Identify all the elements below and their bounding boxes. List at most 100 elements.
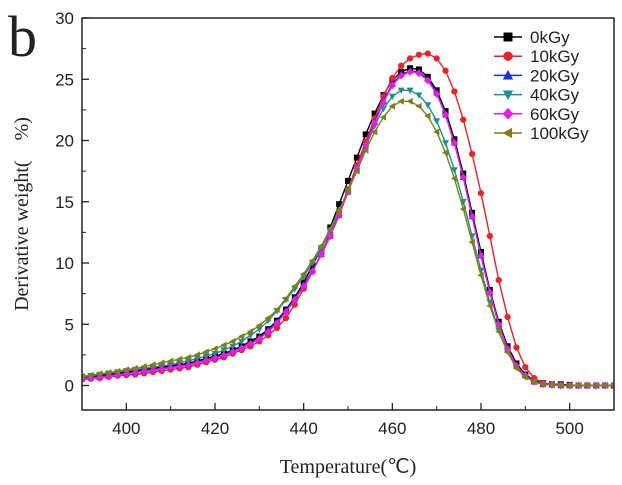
data-point [441,110,450,119]
data-point [379,98,388,107]
data-point [158,365,166,373]
data-point [167,363,175,372]
data-point [371,119,379,128]
data-point [175,355,183,363]
data-point [397,87,405,94]
data-point [211,345,218,353]
y-tick-label: 10 [55,254,74,273]
legend-label: 60kGy [530,105,580,124]
x-axis-title: Temperature(℃) [280,456,417,478]
data-point [495,277,502,284]
data-point [175,362,184,371]
data-point [601,382,608,389]
data-point [477,190,485,197]
data-point [415,102,422,110]
data-point [264,314,271,322]
data-point [158,359,165,367]
data-point [317,250,325,259]
legend-label: 40kGy [530,86,580,105]
data-point [504,344,512,353]
legend-marker [503,51,513,61]
legend-item: 20kGy [494,66,580,85]
data-point [317,242,325,250]
data-point [184,361,192,370]
legend-label: 0kGy [530,28,570,47]
x-tick-label: 480 [467,419,495,438]
data-point [149,366,157,375]
series-layer [82,50,614,390]
legend-marker [502,90,514,100]
data-point [326,225,333,233]
data-point [282,295,289,302]
data-point [105,372,113,381]
data-point [96,370,103,378]
data-point [495,328,502,336]
data-point [87,371,94,379]
data-point [308,257,316,264]
data-point [300,270,307,278]
data-point [291,282,298,290]
y-tick-label: 5 [65,315,74,334]
data-point [220,351,228,360]
data-point [557,382,564,389]
data-point [202,348,209,356]
data-point [451,88,458,95]
data-point [424,50,431,57]
y-tick-label: 0 [65,377,74,396]
data-point [477,271,484,279]
legend-item: 0kGy [494,28,570,47]
data-point [398,62,405,69]
data-point [344,187,351,195]
data-point [291,295,299,304]
data-point [610,383,614,388]
data-point [105,369,112,377]
data-point [193,358,201,367]
data-point [246,328,254,336]
data-point [513,344,520,351]
data-point [574,382,582,389]
data-point [300,282,308,291]
data-point [406,97,413,105]
data-point [397,71,405,80]
data-point [140,363,147,370]
data-point [477,251,485,260]
legend-item: 40kGy [494,86,580,105]
data-point [486,232,494,240]
data-point [460,116,467,123]
data-point [131,364,138,372]
data-point [406,87,414,94]
data-point [336,201,343,208]
data-point [468,212,476,221]
data-point [353,154,360,161]
data-point [522,363,529,371]
data-point [255,335,263,343]
data-point [504,348,511,356]
legend-marker [502,127,513,139]
x-tick-label: 460 [378,419,406,438]
data-point [592,382,599,389]
data-point [193,351,200,359]
data-point [335,206,342,214]
data-point [220,347,228,354]
data-point [238,344,246,353]
data-point [255,322,263,329]
data-point [326,232,334,240]
data-point [450,139,458,147]
data-point [229,347,237,356]
data-point [459,205,466,213]
data-point [459,173,467,182]
y-tick-label: 30 [55,9,74,28]
data-point [273,319,281,327]
data-point [486,288,494,297]
data-point [583,382,591,389]
legend-label: 10kGy [530,47,580,66]
data-point [113,367,121,375]
data-point [229,343,237,350]
data-point [379,113,387,121]
legend-item: 100kGy [494,124,589,143]
legend-marker [503,32,513,42]
data-point [450,167,458,174]
data-point [468,150,476,158]
